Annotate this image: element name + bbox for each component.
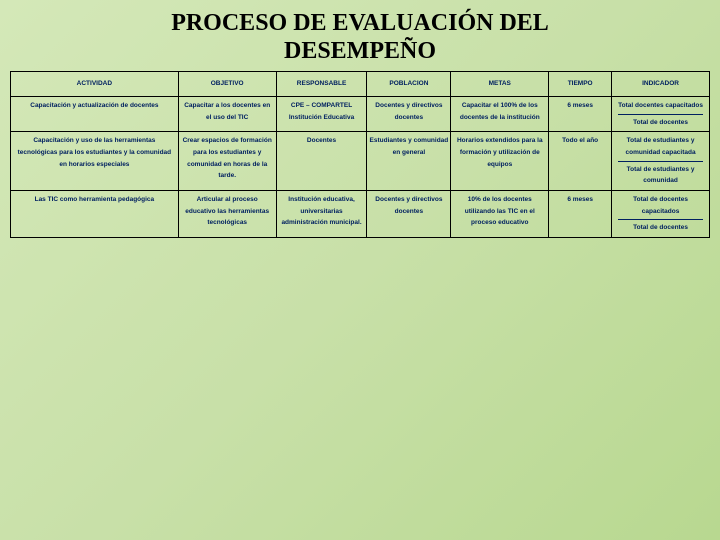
cell-poblacion: Docentes y directivos docentes	[367, 96, 451, 131]
title-line2: DESEMPEÑO	[284, 38, 436, 64]
indicador-top: Total docentes capacitados	[618, 102, 703, 109]
table-header-row: ACTIVIDAD OBJETIVO RESPONSABLE POBLACION…	[11, 72, 710, 97]
table-row: Las TIC como herramienta pedagógica Arti…	[11, 191, 710, 238]
cell-responsable: Docentes	[276, 132, 367, 191]
cell-metas: 10% de los docentes utilizando las TIC e…	[451, 191, 549, 238]
header-objetivo: OBJETIVO	[178, 72, 276, 97]
indicador-bottom: Total de estudiantes y comunidad	[627, 166, 695, 185]
cell-objetivo: Capacitar a los docentes en el uso del T…	[178, 96, 276, 131]
cell-metas: Capacitar el 100% de los docentes de la …	[451, 96, 549, 131]
cell-objetivo: Articular al proceso educativo las herra…	[178, 191, 276, 238]
indicador-bottom: Total de docentes	[633, 224, 688, 231]
cell-metas: Horarios extendidos para la formación y …	[451, 132, 549, 191]
divider-line	[618, 114, 703, 115]
cell-tiempo: Todo el año	[549, 132, 612, 191]
title-line1: PROCESO DE EVALUACIÓN DEL	[171, 10, 549, 36]
indicador-top: Total de docentes capacitados	[633, 196, 688, 215]
table-row: Capacitación y actualización de docentes…	[11, 96, 710, 131]
table-row: Capacitación y uso de las herramientas t…	[11, 132, 710, 191]
cell-responsable: Institución educativa, universitarias ad…	[276, 191, 367, 238]
cell-indicador: Total de estudiantes y comunidad capacit…	[612, 132, 710, 191]
cell-actividad: Capacitación y actualización de docentes	[11, 96, 179, 131]
header-indicador: INDICADOR	[612, 72, 710, 97]
cell-tiempo: 6 meses	[549, 191, 612, 238]
cell-poblacion: Estudiantes y comunidad en general	[367, 132, 451, 191]
evaluation-table: ACTIVIDAD OBJETIVO RESPONSABLE POBLACION…	[10, 71, 710, 238]
indicador-bottom: Total de docentes	[633, 119, 688, 126]
header-poblacion: POBLACION	[367, 72, 451, 97]
cell-poblacion: Docentes y directivos docentes	[367, 191, 451, 238]
header-tiempo: TIEMPO	[549, 72, 612, 97]
divider-line	[618, 161, 703, 162]
header-responsable: RESPONSABLE	[276, 72, 367, 97]
page-title: PROCESO DE EVALUACIÓN DEL DESEMPEÑO	[0, 0, 720, 71]
table-container: ACTIVIDAD OBJETIVO RESPONSABLE POBLACION…	[0, 71, 720, 238]
cell-objetivo: Crear espacios de formación para los est…	[178, 132, 276, 191]
header-actividad: ACTIVIDAD	[11, 72, 179, 97]
cell-indicador: Total docentes capacitados Total de doce…	[612, 96, 710, 131]
cell-indicador: Total de docentes capacitados Total de d…	[612, 191, 710, 238]
cell-actividad: Las TIC como herramienta pedagógica	[11, 191, 179, 238]
cell-actividad: Capacitación y uso de las herramientas t…	[11, 132, 179, 191]
cell-tiempo: 6 meses	[549, 96, 612, 131]
indicador-top: Total de estudiantes y comunidad capacit…	[626, 137, 696, 156]
cell-responsable: CPE – COMPARTEL Institución Educativa	[276, 96, 367, 131]
header-metas: METAS	[451, 72, 549, 97]
divider-line	[618, 219, 703, 220]
